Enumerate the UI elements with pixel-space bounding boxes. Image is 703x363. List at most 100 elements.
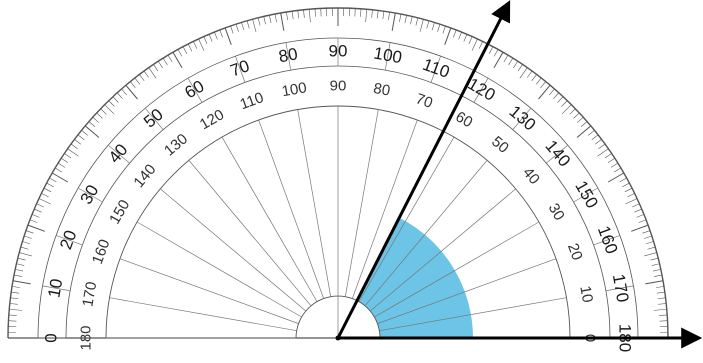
inner-scale-label: 50 — [488, 133, 512, 157]
degree-tick — [622, 183, 629, 187]
degree-tick — [646, 242, 654, 244]
degree-tick — [58, 163, 65, 167]
degree-tick — [13, 281, 31, 284]
degree-tick — [599, 144, 605, 149]
degree-tick — [577, 126, 591, 138]
degree-tick — [625, 199, 637, 204]
degree-tick — [47, 183, 54, 187]
degree-tick — [130, 82, 135, 88]
degree-tick — [236, 24, 238, 32]
degree-tick — [653, 269, 661, 271]
degree-tick — [97, 113, 103, 118]
inner-scale-label: 60 — [453, 108, 476, 131]
degree-tick — [82, 130, 88, 135]
inner-scale-label: 140 — [130, 161, 159, 191]
degree-tick — [420, 19, 423, 32]
degree-tick — [611, 163, 618, 167]
degree-tick — [627, 193, 634, 197]
degree-tick — [631, 225, 648, 231]
degree-tick — [149, 68, 156, 79]
degree-tick — [178, 49, 182, 56]
outer-scale-label: 70 — [228, 56, 252, 80]
degree-tick — [9, 309, 22, 310]
degree-tick — [366, 9, 367, 22]
outer-scale-label: 130 — [506, 102, 540, 135]
degree-tick — [209, 34, 212, 41]
degree-tick — [443, 26, 446, 34]
degree-tick — [658, 304, 666, 305]
degree-tick — [659, 315, 667, 316]
degree-tick — [513, 61, 517, 68]
degree-tick — [292, 11, 293, 19]
degree-tick — [49, 178, 56, 182]
degree-tick — [489, 47, 493, 54]
degree-tick — [89, 122, 95, 127]
degree-tick — [309, 9, 310, 22]
degree-tick — [258, 18, 260, 26]
degree-tick — [549, 89, 554, 95]
degree-tick — [220, 30, 223, 37]
degree-tick — [247, 21, 249, 29]
degree-tick — [527, 71, 532, 77]
degree-tick — [85, 126, 99, 138]
degree-tick — [64, 153, 71, 157]
inner-scale-label: 150 — [106, 197, 133, 227]
degree-tick — [625, 188, 632, 192]
degree-tick — [598, 149, 609, 156]
inner-scale-label: 20 — [564, 241, 586, 262]
degree-tick — [656, 286, 664, 287]
inner-scale-label: 120 — [197, 106, 227, 133]
degree-tick — [242, 22, 244, 30]
degree-tick — [427, 21, 429, 29]
degree-tick — [315, 9, 316, 17]
degree-tick — [10, 304, 18, 305]
degree-tick — [464, 34, 467, 41]
degree-tick — [281, 13, 284, 31]
degree-tick — [15, 269, 23, 271]
degree-tick — [163, 58, 167, 65]
degree-tick — [388, 12, 389, 20]
degree-tick — [632, 204, 639, 207]
degree-tick — [18, 258, 26, 260]
degree-tick — [30, 220, 37, 223]
degree-tick — [494, 49, 498, 56]
degree-tick — [9, 315, 17, 316]
radial-guide-line — [110, 298, 297, 331]
degree-tick — [204, 37, 207, 44]
degree-tick — [225, 28, 231, 45]
degree-tick — [188, 44, 192, 51]
degree-tick — [10, 298, 18, 299]
degree-tick — [12, 286, 20, 287]
degree-tick — [126, 85, 138, 99]
degree-tick — [71, 144, 77, 149]
degree-tick — [304, 10, 305, 18]
degree-tick — [275, 14, 277, 22]
radial-guide-line — [120, 259, 299, 324]
degree-tick — [19, 253, 32, 256]
degree-tick — [644, 236, 652, 238]
degree-tick — [588, 130, 594, 135]
degree-tick — [298, 10, 299, 18]
degree-tick — [652, 264, 660, 266]
degree-tick — [432, 22, 434, 30]
degree-tick — [153, 64, 157, 71]
degree-tick — [372, 10, 373, 18]
degree-tick — [14, 275, 22, 277]
degree-tick — [383, 11, 384, 19]
degree-tick — [592, 135, 598, 140]
degree-tick — [573, 113, 579, 118]
degree-tick — [286, 12, 287, 20]
degree-tick — [168, 55, 172, 62]
inner-scale-label: 10 — [576, 285, 596, 304]
degree-tick — [445, 28, 451, 45]
degree-tick — [553, 93, 558, 99]
degree-tick — [26, 231, 34, 234]
degree-tick — [469, 37, 472, 44]
outer-scale-label: 90 — [329, 42, 348, 61]
degree-tick — [16, 264, 24, 266]
degree-tick — [472, 39, 477, 51]
degree-tick — [509, 58, 513, 65]
degree-tick — [360, 9, 361, 17]
degree-tick — [570, 109, 576, 115]
degree-tick — [645, 281, 663, 284]
